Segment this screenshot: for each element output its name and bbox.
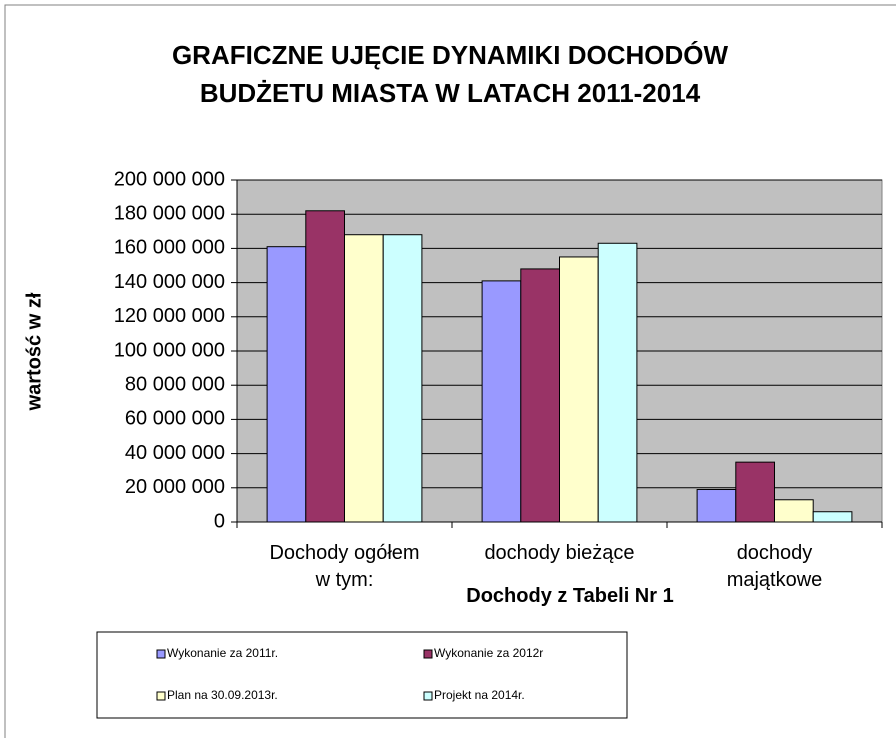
y-tick-label: 20 000 000 — [125, 476, 225, 498]
legend-swatch — [423, 691, 433, 701]
y-tick-label: 120 000 000 — [114, 305, 225, 327]
y-tick-label: 80 000 000 — [125, 373, 225, 395]
y-tick-label: 40 000 000 — [125, 442, 225, 464]
bar — [266, 246, 307, 523]
x-tick-label: dochody majątkowe — [726, 542, 823, 591]
y-tick-label: 60 000 000 — [125, 408, 225, 430]
legend-swatch — [423, 649, 433, 659]
legend-label: Wykonanie za 2012r — [434, 646, 543, 660]
bar — [305, 210, 345, 523]
y-tick-label: 200 000 000 — [114, 168, 225, 190]
bar — [382, 234, 423, 523]
legend-swatch — [156, 691, 166, 701]
legend-box — [96, 631, 628, 719]
bar — [774, 499, 814, 523]
y-axis-label: wartość w zł — [23, 292, 46, 411]
y-tick-label: 140 000 000 — [114, 271, 225, 293]
legend-label: Wykonanie za 2011r. — [167, 646, 278, 660]
y-tick-label: 0 — [214, 510, 225, 532]
legend-swatch — [156, 649, 166, 659]
legend-label: Plan na 30.09.2013r. — [167, 688, 278, 702]
bar — [481, 280, 522, 523]
bar — [735, 461, 775, 523]
y-tick-label: 100 000 000 — [114, 339, 225, 361]
legend-label: Projekt na 2014r. — [434, 688, 525, 702]
x-tick-label: dochody bieżące — [484, 542, 635, 564]
y-tick-label: 180 000 000 — [114, 202, 225, 224]
frame — [4, 4, 896, 738]
bar — [559, 256, 599, 523]
bar — [696, 489, 737, 523]
bar — [812, 511, 853, 523]
chart-title: GRAFICZNE UJĘCIE DYNAMIKI DOCHODÓW BUDŻE… — [171, 40, 729, 108]
y-tick-label: 160 000 000 — [114, 237, 225, 259]
x-tick-label: Dochody ogółem w tym: — [269, 542, 420, 591]
bar — [344, 234, 384, 523]
x-axis-label: Dochody z Tabeli Nr 1 — [466, 585, 674, 607]
bar — [597, 242, 638, 523]
bar — [520, 268, 560, 523]
